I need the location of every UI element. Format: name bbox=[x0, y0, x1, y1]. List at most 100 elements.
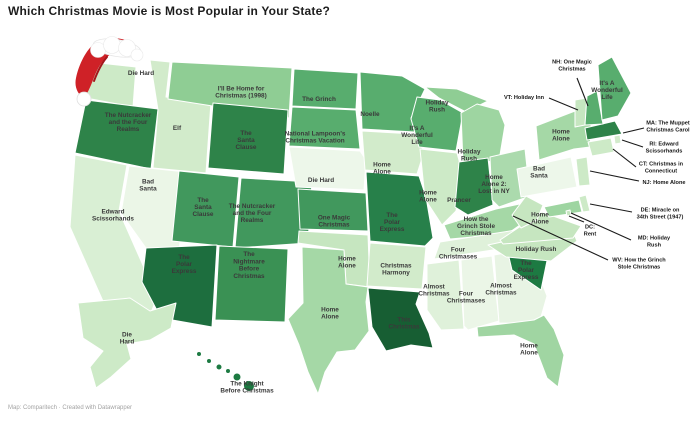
state-NE[interactable] bbox=[288, 146, 367, 191]
state-WI[interactable] bbox=[410, 96, 464, 152]
state-label-OH: Home Alone 2: Lost in NY bbox=[478, 174, 510, 195]
state-label-SC: The Polar Express bbox=[514, 260, 539, 281]
state-label-WA: Die Hard bbox=[128, 70, 154, 77]
callout-VT: VT: Holiday Inn bbox=[504, 95, 545, 101]
state-label-GA: Almost Christmas bbox=[485, 282, 517, 296]
state-AR[interactable] bbox=[366, 242, 427, 290]
state-label-MI: Holiday Rush bbox=[457, 148, 481, 162]
callout-NH: NH: One Magic Christmas bbox=[552, 59, 592, 72]
state-label-KY: How the Grinch Stole Christmas bbox=[457, 216, 495, 237]
state-MA[interactable] bbox=[584, 120, 623, 141]
santa-hat bbox=[75, 36, 144, 107]
state-CA[interactable] bbox=[69, 154, 158, 319]
state-HI[interactable] bbox=[196, 351, 255, 392]
state-label-IN: Prancer bbox=[447, 197, 471, 204]
state-label-AL: Four Christmases bbox=[447, 290, 486, 304]
state-label-CA: Edward Scissorhands bbox=[92, 208, 134, 222]
state-KS[interactable] bbox=[297, 188, 369, 232]
state-label-MS: Almost Christmas bbox=[418, 283, 450, 297]
state-label-KS: One Magic Christmas bbox=[318, 214, 351, 228]
state-AK[interactable] bbox=[77, 297, 177, 389]
state-label-MN: Noelle bbox=[360, 111, 380, 118]
state-FL[interactable] bbox=[476, 314, 565, 388]
state-label-WY: The Santa Clause bbox=[236, 130, 257, 151]
state-NH[interactable] bbox=[584, 90, 604, 126]
state-MS[interactable] bbox=[426, 259, 465, 331]
callout-DC: DC: Rent bbox=[584, 224, 597, 237]
state-ME[interactable] bbox=[597, 56, 632, 121]
state-ID[interactable] bbox=[149, 59, 212, 174]
state-label-VA: Home Alone bbox=[531, 211, 549, 225]
santa-hat-trim bbox=[90, 36, 144, 62]
state-MO[interactable] bbox=[365, 171, 434, 247]
state-AL[interactable] bbox=[460, 255, 500, 331]
state-label-NV: Bad Santa bbox=[139, 178, 157, 192]
callout-RI: RI: Edward Scissorhands bbox=[646, 141, 683, 154]
state-label-NC: Holiday Rush bbox=[516, 246, 557, 253]
state-IA[interactable] bbox=[361, 130, 425, 175]
state-label-TX: Home Alone bbox=[321, 306, 339, 320]
state-labels-layer: Die Hard The Nutcracker and the Four Realms… bbox=[92, 70, 623, 395]
state-WY[interactable] bbox=[207, 102, 289, 175]
state-label-UT: The Santa Clause bbox=[193, 197, 214, 218]
callout-line-MD bbox=[570, 212, 632, 241]
state-RI[interactable] bbox=[613, 134, 622, 145]
callout-line-CT bbox=[612, 148, 637, 168]
state-label-HI: The Knight Before Christmas bbox=[220, 380, 274, 394]
states-layer bbox=[69, 56, 632, 395]
state-label-IL: Home Alone bbox=[419, 189, 437, 203]
santa-hat-pompom bbox=[76, 91, 92, 107]
state-label-ID: Elf bbox=[173, 125, 182, 132]
state-label-MT: I'll Be Home for Christmas (1998) bbox=[215, 85, 267, 99]
state-DE[interactable] bbox=[578, 194, 591, 213]
state-MD[interactable] bbox=[543, 199, 583, 218]
callout-DE: DE: Miracle on 34th Street (1947) bbox=[637, 207, 684, 220]
callout-line-DC bbox=[568, 215, 585, 223]
callout-line-NJ bbox=[589, 170, 640, 182]
state-label-NE: Die Hard bbox=[308, 177, 334, 184]
state-CT[interactable] bbox=[587, 137, 615, 157]
state-NM[interactable] bbox=[214, 245, 289, 323]
state-label-AZ: The Polar Express bbox=[172, 254, 197, 275]
state-LA[interactable] bbox=[367, 287, 434, 352]
state-SD[interactable] bbox=[288, 106, 361, 150]
state-label-PA: Bad Santa bbox=[530, 165, 548, 179]
state-label-AR: Christmas Harmony bbox=[380, 262, 412, 276]
callout-line-VT bbox=[548, 97, 579, 111]
state-label-MI-UP: Holiday Rush bbox=[425, 99, 449, 113]
state-PA[interactable] bbox=[516, 156, 578, 198]
state-label-ND: The Grinch bbox=[302, 96, 336, 103]
callout-line-WV bbox=[512, 215, 609, 261]
page-title: Which Christmas Movie is Most Popular in… bbox=[8, 4, 331, 18]
callout-line-DE bbox=[589, 203, 633, 213]
state-label-SD: National Lampoon's Christmas Vacation bbox=[285, 130, 346, 144]
callout-CT: CT: Christmas in Connecticut bbox=[639, 161, 684, 174]
state-label-LA: This Christmas bbox=[388, 316, 420, 330]
callout-line-MA bbox=[622, 127, 645, 134]
state-IL[interactable] bbox=[419, 148, 463, 226]
callout-line-RI bbox=[621, 139, 644, 148]
callout-NJ: NJ: Home Alone bbox=[643, 180, 686, 186]
state-label-IA: Home Alone bbox=[373, 161, 391, 175]
state-WV[interactable] bbox=[511, 195, 544, 229]
state-AZ[interactable] bbox=[141, 244, 218, 328]
state-ND[interactable] bbox=[291, 68, 359, 110]
state-DC[interactable] bbox=[565, 209, 572, 217]
callout-WV: WV: How the Grinch Stole Christmas bbox=[612, 257, 666, 270]
state-label-TN: Four Christmases bbox=[439, 246, 478, 260]
state-IN[interactable] bbox=[454, 157, 494, 216]
callout-MD: MD: Holiday Rush bbox=[638, 235, 671, 248]
callout-line-NH bbox=[576, 77, 589, 107]
state-label-OK: Home Alone bbox=[338, 255, 356, 269]
state-label-OR: The Nutcracker and the Four Realms bbox=[105, 112, 152, 133]
state-NJ[interactable] bbox=[575, 156, 591, 187]
state-TX[interactable] bbox=[287, 246, 370, 395]
callout-MA: MA: The Muppet Christmas Carol bbox=[646, 120, 690, 133]
map-attribution: Map: Comparitech · Created with Datawrap… bbox=[8, 405, 133, 411]
state-label-AK: Die Hard bbox=[120, 331, 135, 345]
state-label-FL: Home Alone bbox=[520, 342, 538, 356]
state-MT[interactable] bbox=[167, 61, 293, 119]
state-label-NM: The Nightmare Before Christmas bbox=[233, 251, 265, 280]
state-label-NY: Home Alone bbox=[552, 128, 570, 142]
